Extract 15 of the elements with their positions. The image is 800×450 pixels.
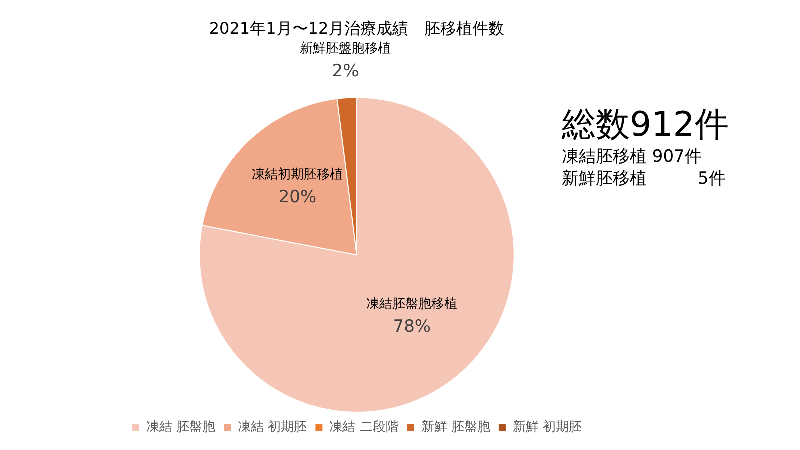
- text: 総数912件: [562, 104, 729, 146]
- text: 凍結胚移植 907件: [562, 146, 703, 168]
- legend-label: 凍結 初期胚: [238, 420, 308, 435]
- text: 凍結胚盤胞移植: [366, 297, 458, 312]
- text: 新鮮胚移植 5件: [562, 168, 727, 190]
- legend-label: 凍結 二段階: [330, 420, 399, 435]
- legend-label: 凍結 胚盤胞: [146, 420, 216, 435]
- data-label: 20%: [278, 187, 317, 208]
- text: 凍結初期胚移植: [252, 167, 344, 182]
- text: 新鮮胚盤胞移植: [300, 41, 392, 56]
- legend-label: 新鮮 初期胚: [512, 420, 582, 435]
- data-label: 2%: [332, 61, 360, 82]
- data-label: 78%: [393, 317, 432, 338]
- legend-label: 新鮮 胚盤胞: [421, 420, 490, 435]
- chart-title: 2021年1月〜12月治療成績 胚移植件数: [209, 18, 505, 38]
